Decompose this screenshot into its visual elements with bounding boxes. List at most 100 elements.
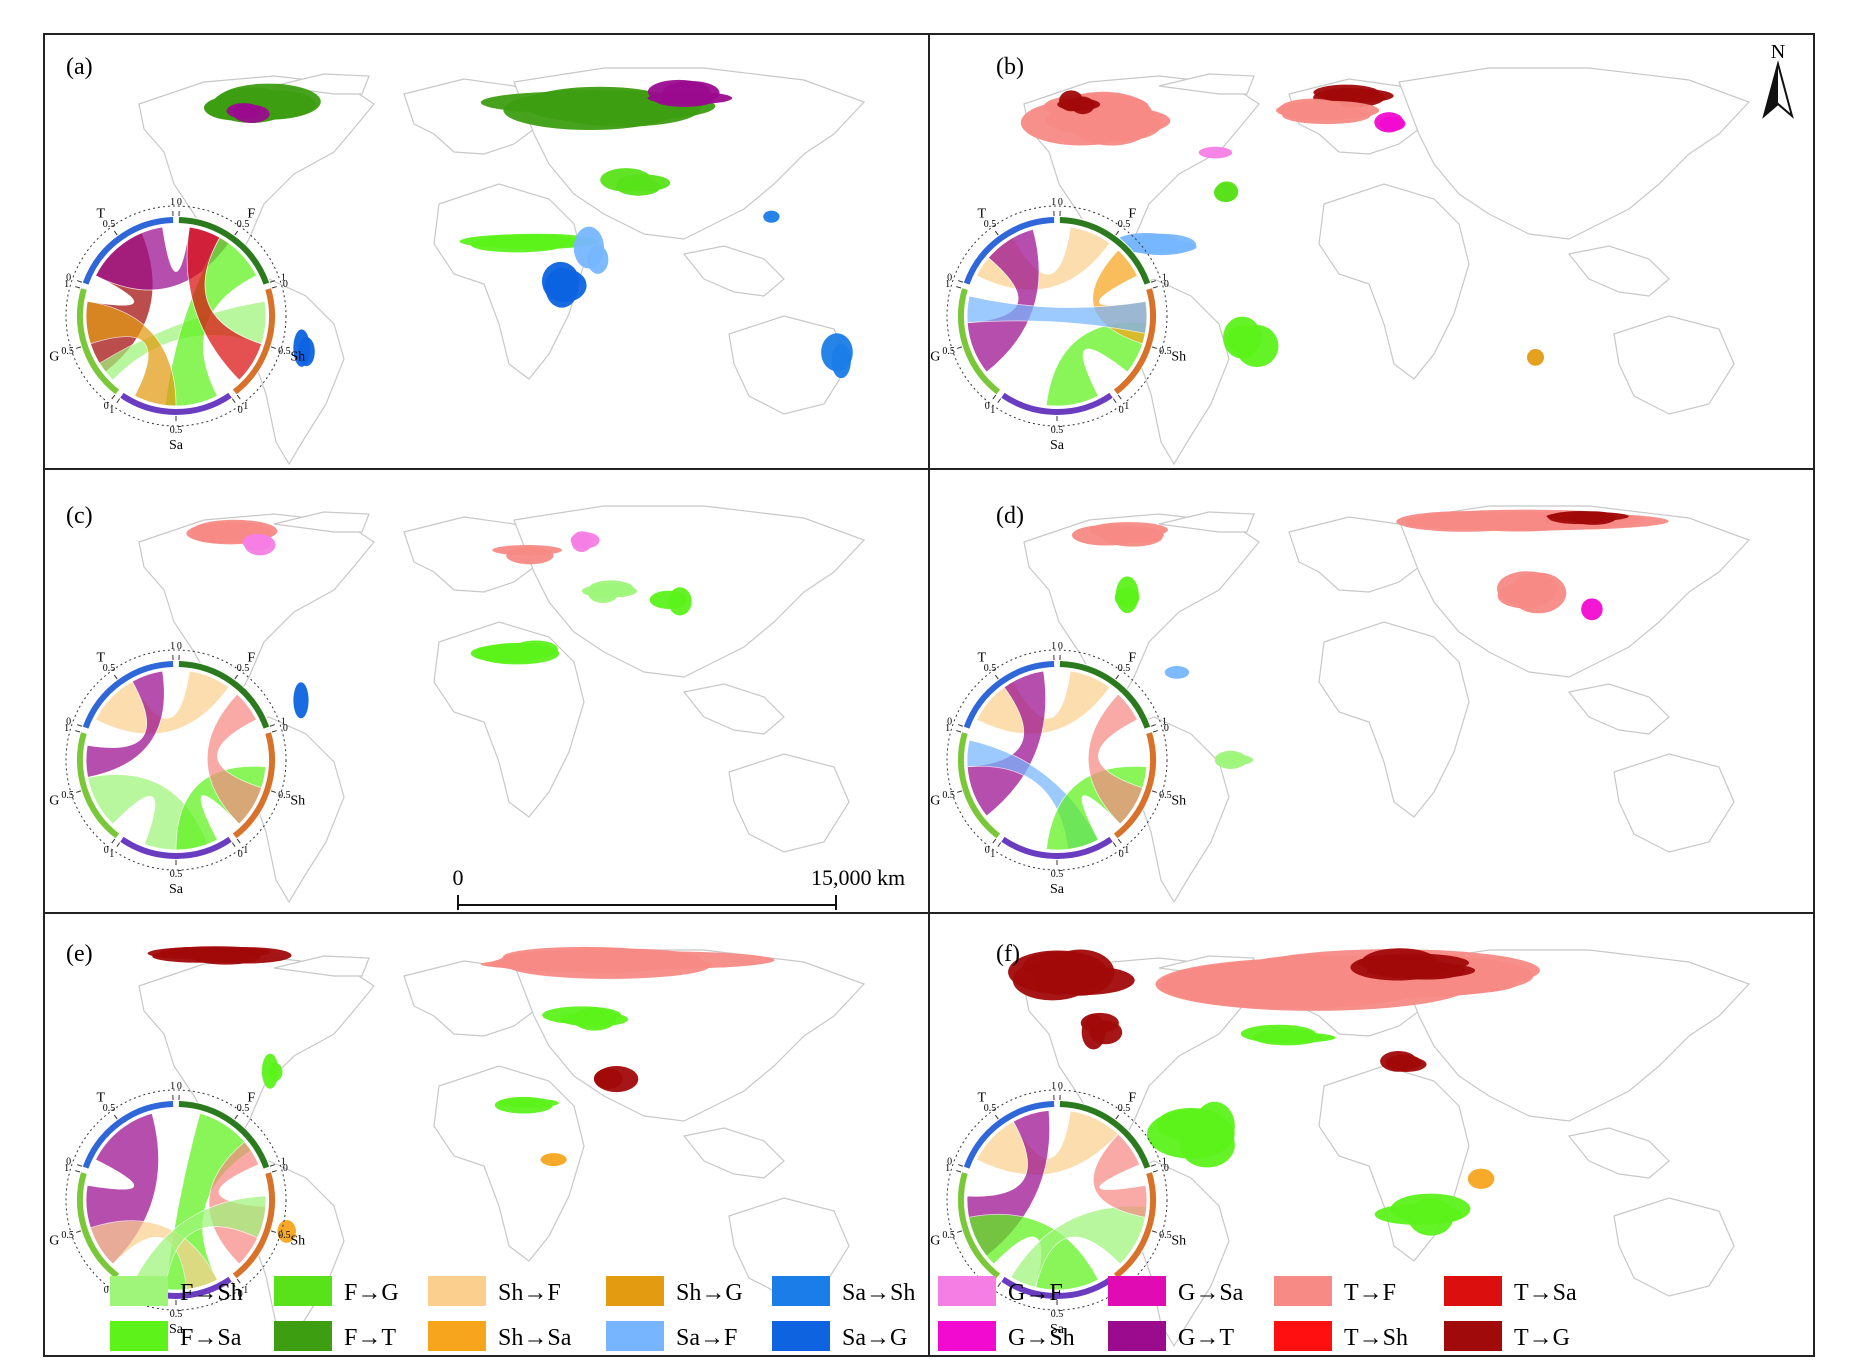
continent-outline: [433, 183, 585, 380]
chord-tick-label: 0.5: [1159, 346, 1172, 357]
chord-dotted-ring: [65, 205, 287, 427]
chord-tick-label: 0: [283, 723, 288, 734]
continent-outline: [1613, 315, 1735, 415]
chord-tick: [269, 724, 276, 727]
chord-tick-label: 0.5: [942, 790, 955, 801]
chord-segment-arc: [1059, 217, 1151, 285]
chord-axis-label: T: [96, 650, 105, 665]
chord-tick-label: 0: [947, 273, 952, 284]
chord-tick-label: 1: [243, 1285, 248, 1296]
chord-tick-label: 1: [1162, 1157, 1167, 1168]
chord-flow: [975, 1110, 1119, 1176]
chord-tick: [270, 1230, 277, 1233]
chord-segment-arc: [1113, 732, 1156, 839]
chord-segment-arc: [232, 288, 275, 395]
chord-segment-arc: [82, 217, 174, 285]
chord-segment-arc: [178, 217, 270, 285]
chord-tick-label: 0.5: [170, 869, 183, 880]
chord-axis-label: G: [930, 350, 940, 365]
continent-outline: [728, 315, 850, 415]
chord-flow: [85, 300, 177, 407]
chord-tick: [75, 346, 82, 349]
legend-label: Sa→G: [842, 1325, 907, 1351]
transition-patch: [1581, 598, 1603, 621]
scale-bar: 0 15,000 km: [453, 865, 905, 910]
chord-flow: [89, 1220, 218, 1290]
legend-swatch: [1444, 1321, 1502, 1351]
transition-patch: [1223, 316, 1262, 359]
chord-tick-label: 1: [109, 405, 114, 416]
transition-patch: [293, 329, 310, 367]
legend-swatch: [428, 1321, 486, 1351]
legend-swatch: [772, 1276, 830, 1306]
chord-tick: [956, 790, 963, 793]
chord-axis-label: Sa: [169, 1322, 184, 1337]
chord-tick: [957, 724, 964, 727]
chord-tick-label: 0: [1058, 641, 1063, 652]
legend-swatch: [1108, 1276, 1166, 1306]
continent-outline: [1318, 183, 1470, 380]
transition-patch: [293, 682, 309, 719]
chord-tick: [271, 286, 277, 289]
chord-tick-label: 0: [283, 1163, 288, 1174]
chord-tick: [994, 230, 999, 236]
legend-swatch: [1108, 1321, 1166, 1351]
transition-patch: [560, 1011, 629, 1027]
chord-tick-label: 0: [985, 845, 990, 856]
chord-tick-label: 0.5: [237, 219, 250, 230]
chord-tick-label: 0: [985, 401, 990, 412]
continent-outline: [1398, 67, 1751, 240]
chord-tick-label: 0.5: [61, 1230, 74, 1241]
scale-end-label: 15,000 km: [811, 865, 905, 890]
chord-tick-label: 1: [243, 845, 248, 856]
legend-swatch: [606, 1321, 664, 1351]
chord-tick: [1150, 1164, 1157, 1167]
chord-segment-arc: [178, 661, 270, 729]
chord-tick-label: 0.5: [278, 790, 291, 801]
chord-segment-arc: [82, 1101, 174, 1169]
chord-axis-label: Sa: [1050, 882, 1065, 897]
transition-patch: [1114, 587, 1140, 608]
north-arrow-fill: [1764, 64, 1778, 116]
chord-tick: [231, 842, 236, 848]
chord-tick-label: 1: [1124, 401, 1129, 412]
chord-axis-label: Sa: [1050, 1322, 1065, 1337]
chord-tick: [234, 674, 239, 680]
chord-tick: [1112, 398, 1117, 404]
chord-tick: [231, 398, 236, 404]
transition-patch: [1115, 233, 1178, 253]
transition-patch: [1059, 90, 1084, 112]
transition-patch: [649, 590, 688, 609]
chord-axis-label: F: [1128, 1090, 1136, 1105]
chord-tick-label: 1: [109, 849, 114, 860]
chord-tick: [271, 730, 277, 733]
chord-axis-label: T: [96, 206, 105, 221]
legend-label: F→Sa: [180, 1325, 242, 1351]
transition-patch: [1380, 1050, 1418, 1072]
legend-label: Sh→G: [676, 1280, 743, 1306]
chord-tick: [992, 838, 997, 844]
chord-tick-label: 1: [945, 279, 950, 290]
chord-tick: [116, 398, 121, 404]
continent-outline: [1398, 505, 1751, 678]
chord-tick-label: 1: [243, 401, 248, 412]
chord-tick-label: 1: [64, 279, 69, 290]
panel-c: 0 0.5 1 T 0 0.5 1 F 0 0.5 1 Sh 0 0.5 1 Sa 0 0.5 1 G: [49, 505, 866, 904]
chord-tick: [111, 838, 116, 844]
chord-tick-label: 1: [170, 641, 175, 652]
chord-tick-label: 1: [990, 405, 995, 416]
chord-tick: [1117, 394, 1122, 400]
chord-tick: [113, 674, 118, 680]
transition-patch: [1278, 98, 1345, 121]
legend-swatch: [1274, 1276, 1332, 1306]
chord-tick-label: 1: [281, 1157, 286, 1168]
chord-axis-label: F: [247, 206, 255, 221]
chord-axis-label: Sa: [169, 882, 184, 897]
chord-tick: [1115, 230, 1120, 236]
chord-tick-label: 1: [281, 717, 286, 728]
chord-segment-arc: [1113, 288, 1156, 395]
chord-tick: [76, 280, 83, 283]
transition-patch: [581, 584, 638, 598]
chord-tick: [956, 286, 962, 289]
chord-tick-label: 0.5: [237, 1103, 250, 1114]
